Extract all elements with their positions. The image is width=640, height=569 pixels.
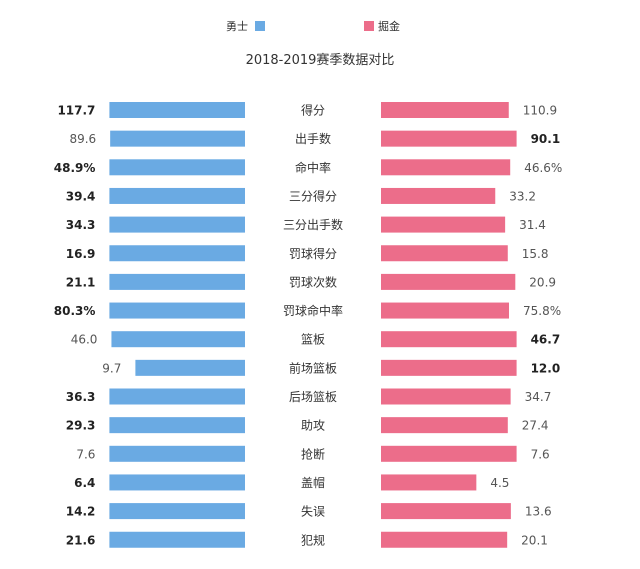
category-label: 命中率 bbox=[295, 160, 331, 175]
chart-rows: 117.7 110.9 得分 89.6 90.1 出手数 48.9% 46.6% 命中率 39.4… bbox=[54, 102, 562, 548]
value-label-nuggets: 12.0 bbox=[531, 361, 561, 375]
value-label-warriors: 117.7 bbox=[57, 104, 95, 118]
category-label: 罚球次数 bbox=[289, 274, 337, 289]
category-label: 前场篮板 bbox=[289, 360, 337, 375]
bar-nuggets bbox=[381, 531, 508, 548]
value-label-warriors: 48.9% bbox=[54, 161, 96, 175]
bar-nuggets bbox=[381, 388, 511, 405]
bar-nuggets bbox=[381, 273, 516, 290]
category-label: 三分出手数 bbox=[283, 217, 343, 232]
bar-nuggets bbox=[381, 102, 509, 118]
bar-warriors bbox=[109, 273, 246, 290]
value-label-nuggets: 90.1 bbox=[531, 132, 561, 146]
value-label-nuggets: 15.8 bbox=[522, 247, 549, 261]
legend: 勇士 掘金 bbox=[226, 19, 400, 33]
bar-warriors bbox=[109, 187, 246, 204]
value-label-nuggets: 33.2 bbox=[509, 189, 536, 203]
bar-nuggets bbox=[381, 417, 508, 434]
bar-nuggets bbox=[381, 302, 509, 319]
bar-warriors bbox=[109, 388, 246, 405]
value-label-warriors: 21.1 bbox=[66, 275, 96, 289]
value-label-warriors: 89.6 bbox=[69, 132, 96, 146]
bar-nuggets bbox=[381, 503, 511, 520]
value-label-nuggets: 34.7 bbox=[525, 390, 552, 404]
value-label-warriors: 16.9 bbox=[66, 247, 96, 261]
bar-warriors bbox=[111, 331, 245, 348]
value-label-nuggets: 7.6 bbox=[531, 447, 550, 461]
category-label: 犯规 bbox=[301, 532, 325, 547]
category-label: 罚球得分 bbox=[289, 246, 337, 261]
value-label-warriors: 36.3 bbox=[66, 390, 96, 404]
category-label: 罚球命中率 bbox=[283, 303, 343, 318]
value-label-nuggets: 75.8% bbox=[523, 304, 561, 318]
value-label-warriors: 39.4 bbox=[66, 189, 96, 203]
bar-warriors bbox=[109, 445, 246, 462]
chart-title: 2018-2019赛季数据对比 bbox=[246, 52, 395, 68]
legend-swatch-nuggets bbox=[364, 21, 374, 31]
value-label-nuggets: 46.7 bbox=[531, 333, 561, 347]
category-label: 三分得分 bbox=[289, 188, 337, 203]
category-label: 出手数 bbox=[295, 131, 331, 146]
value-label-warriors: 9.7 bbox=[102, 361, 121, 375]
value-label-nuggets: 46.6% bbox=[524, 161, 562, 175]
value-label-nuggets: 27.4 bbox=[522, 419, 549, 433]
legend-label-warriors: 勇士 bbox=[226, 20, 248, 33]
bar-warriors bbox=[110, 130, 245, 147]
bar-nuggets bbox=[381, 187, 496, 204]
category-label: 失误 bbox=[301, 504, 325, 519]
value-label-warriors: 34.3 bbox=[66, 218, 96, 232]
bar-nuggets bbox=[381, 445, 517, 462]
value-label-nuggets: 31.4 bbox=[519, 218, 546, 232]
value-label-nuggets: 13.6 bbox=[525, 505, 552, 519]
bar-nuggets bbox=[381, 331, 517, 348]
legend-swatch-warriors bbox=[255, 21, 265, 31]
bar-warriors bbox=[135, 359, 245, 376]
bar-nuggets bbox=[381, 216, 506, 233]
category-label: 抢断 bbox=[301, 446, 325, 461]
bar-nuggets bbox=[381, 359, 517, 376]
value-label-warriors: 6.4 bbox=[74, 476, 95, 490]
bar-nuggets bbox=[381, 130, 517, 147]
bar-warriors bbox=[109, 417, 246, 434]
bar-nuggets bbox=[381, 245, 508, 262]
value-label-warriors: 21.6 bbox=[66, 533, 96, 547]
value-label-warriors: 7.6 bbox=[76, 447, 95, 461]
category-label: 后场篮板 bbox=[289, 389, 337, 404]
category-label: 得分 bbox=[301, 103, 325, 118]
value-label-nuggets: 20.9 bbox=[529, 275, 556, 289]
value-label-nuggets: 110.9 bbox=[523, 104, 557, 118]
category-label: 助攻 bbox=[301, 419, 325, 433]
bar-warriors bbox=[109, 503, 246, 520]
value-label-warriors: 29.3 bbox=[66, 419, 96, 433]
bar-warriors bbox=[109, 216, 246, 233]
bar-warriors bbox=[109, 474, 246, 491]
value-label-warriors: 46.0 bbox=[71, 333, 98, 347]
bar-warriors bbox=[109, 102, 246, 118]
category-label: 篮板 bbox=[301, 332, 325, 347]
value-label-nuggets: 4.5 bbox=[490, 476, 509, 490]
bar-nuggets bbox=[381, 159, 511, 176]
bar-nuggets bbox=[381, 474, 477, 491]
bar-warriors bbox=[109, 531, 246, 548]
bar-warriors bbox=[109, 245, 246, 262]
category-label: 盖帽 bbox=[301, 475, 325, 490]
value-label-warriors: 14.2 bbox=[66, 505, 96, 519]
value-label-nuggets: 20.1 bbox=[521, 533, 548, 547]
legend-label-nuggets: 掘金 bbox=[378, 19, 400, 33]
bar-warriors bbox=[109, 302, 246, 319]
bar-warriors bbox=[109, 159, 246, 176]
value-label-warriors: 80.3% bbox=[54, 304, 96, 318]
